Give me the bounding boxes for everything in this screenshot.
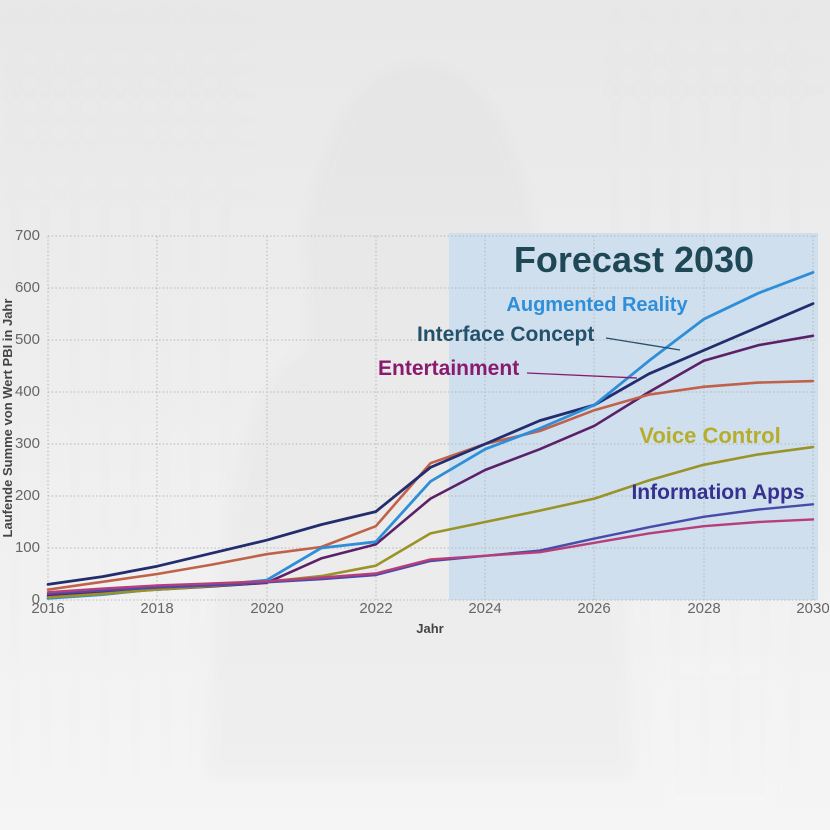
svg-text:300: 300 xyxy=(15,435,40,452)
svg-text:Jahr: Jahr xyxy=(416,621,443,636)
svg-text:Augmented Reality: Augmented Reality xyxy=(506,294,688,316)
svg-text:2016: 2016 xyxy=(31,600,64,617)
svg-text:Information Apps: Information Apps xyxy=(631,481,804,504)
svg-text:2030: 2030 xyxy=(796,600,829,617)
svg-text:2024: 2024 xyxy=(468,600,501,617)
svg-text:2026: 2026 xyxy=(577,600,610,617)
svg-text:100: 100 xyxy=(15,539,40,556)
svg-text:700: 700 xyxy=(15,227,40,244)
svg-text:400: 400 xyxy=(15,383,40,400)
svg-text:Interface Concept: Interface Concept xyxy=(417,323,594,346)
svg-text:2022: 2022 xyxy=(359,600,392,617)
svg-text:Entertainment: Entertainment xyxy=(378,357,519,380)
svg-text:2020: 2020 xyxy=(250,600,283,617)
svg-text:500: 500 xyxy=(15,331,40,348)
svg-text:2018: 2018 xyxy=(140,600,173,617)
svg-text:200: 200 xyxy=(15,487,40,504)
svg-text:2028: 2028 xyxy=(687,600,720,617)
svg-text:Voice Control: Voice Control xyxy=(639,423,780,448)
svg-text:Laufende Summe von Wert PBI in: Laufende Summe von Wert PBI in Jahr xyxy=(0,299,15,538)
svg-text:600: 600 xyxy=(15,279,40,296)
svg-text:Forecast 2030: Forecast 2030 xyxy=(514,239,754,280)
